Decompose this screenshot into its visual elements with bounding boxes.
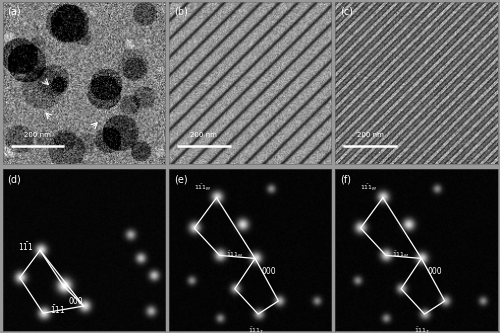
Text: $1\bar{1}1_M$: $1\bar{1}1_M$	[360, 183, 378, 193]
Text: 000: 000	[68, 297, 83, 306]
Text: 200 nm: 200 nm	[24, 132, 51, 138]
Text: 200 nm: 200 nm	[356, 132, 384, 138]
Text: 000: 000	[262, 266, 276, 275]
Text: $\bar{1}11_M$: $\bar{1}11_M$	[392, 250, 410, 260]
Text: (f): (f)	[340, 174, 351, 184]
Text: $\bar{1}11_M$: $\bar{1}11_M$	[226, 250, 244, 260]
Text: $\bar{1}11_T$: $\bar{1}11_T$	[248, 325, 265, 333]
Text: (d): (d)	[8, 174, 21, 184]
Text: 200 nm: 200 nm	[190, 132, 217, 138]
Text: (e): (e)	[174, 174, 188, 184]
Text: (c): (c)	[340, 7, 353, 17]
Text: 000: 000	[428, 266, 442, 275]
Text: $\bar{1}11$: $\bar{1}11$	[50, 303, 66, 316]
Text: $1\bar{1}1_M$: $1\bar{1}1_M$	[194, 183, 212, 193]
Text: $\bar{1}11_T$: $\bar{1}11_T$	[414, 325, 432, 333]
Text: (a): (a)	[8, 7, 21, 17]
Text: (b): (b)	[174, 7, 188, 17]
Text: $1\bar{1}1$: $1\bar{1}1$	[18, 241, 34, 253]
